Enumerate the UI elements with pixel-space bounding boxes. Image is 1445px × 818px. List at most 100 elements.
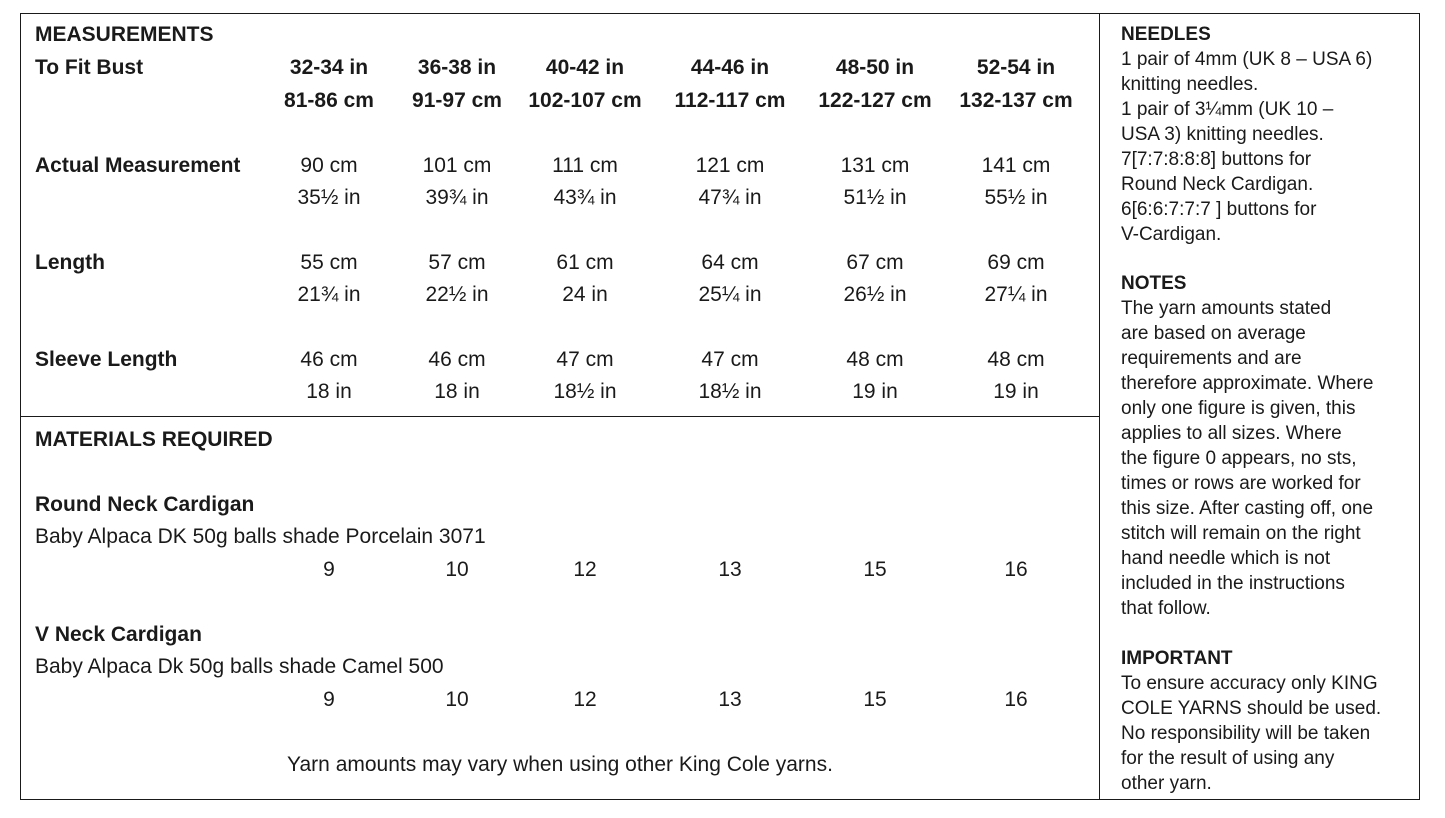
measurement-cm-value: 46 cm	[300, 348, 358, 371]
size-in-header: 36-38 in	[417, 56, 497, 79]
important-line: for the result of using any	[1121, 748, 1335, 769]
measurement-in-value: 25¼ in	[698, 283, 762, 306]
measurement-label: Sleeve Length	[35, 348, 178, 371]
measurement-cm-value: 46 cm	[428, 348, 486, 371]
notes-line: that follow.	[1121, 598, 1211, 619]
measurement-cm-value: 64 cm	[701, 251, 759, 274]
ball-count: 16	[1004, 558, 1028, 581]
measurement-in-value: 27¼ in	[984, 283, 1048, 306]
measurement-in-value: 39¾ in	[425, 186, 489, 209]
measurement-label: Actual Measurement	[35, 154, 241, 177]
needles-line: 1 pair of 4mm (UK 8 – USA 6)	[1121, 49, 1373, 70]
measurement-in-value: 19 in	[852, 380, 898, 403]
notes-line: only one figure is given, this	[1121, 398, 1356, 419]
ball-count: 13	[718, 558, 742, 581]
measurement-cm-value: 67 cm	[846, 251, 904, 274]
measurement-in-value: 35½ in	[297, 186, 361, 209]
material-title: Round Neck Cardigan	[35, 493, 255, 516]
measurement-cm-value: 55 cm	[300, 251, 358, 274]
measurement-in-value: 21¾ in	[297, 283, 361, 306]
size-in-header: 44-46 in	[690, 56, 770, 79]
measurement-cm-value: 131 cm	[840, 154, 910, 177]
ball-count: 10	[445, 558, 469, 581]
measurement-in-value: 43¾ in	[553, 186, 617, 209]
needles-line: 6[6:6:7:7:7 ] buttons for	[1121, 199, 1317, 220]
yarn-footnote: Yarn amounts may vary when using other K…	[287, 753, 833, 776]
notes-line: stitch will remain on the right	[1121, 523, 1361, 544]
measurement-cm-value: 90 cm	[300, 154, 358, 177]
material-yarn: Baby Alpaca DK 50g balls shade Porcelain…	[35, 525, 486, 548]
measurement-label: Length	[35, 251, 105, 274]
important-line: other yarn.	[1121, 773, 1212, 794]
notes-line: included in the instructions	[1121, 573, 1345, 594]
measurements-heading: MEASUREMENTS	[35, 23, 214, 46]
notes-heading: NOTES	[1121, 273, 1187, 294]
notes-line: requirements and are	[1121, 348, 1302, 369]
measurement-cm-value: 57 cm	[428, 251, 486, 274]
notes-line: times or rows are worked for	[1121, 473, 1361, 494]
needles-line: V-Cardigan.	[1121, 224, 1222, 245]
fit-bust-label: To Fit Bust	[35, 56, 144, 79]
size-cm-header: 102-107 cm	[528, 89, 642, 112]
notes-line: The yarn amounts stated	[1121, 298, 1332, 319]
measurement-in-value: 18 in	[306, 380, 352, 403]
ball-count: 12	[573, 558, 597, 581]
measurement-cm-value: 69 cm	[987, 251, 1045, 274]
measurement-in-value: 19 in	[993, 380, 1039, 403]
material-title: V Neck Cardigan	[35, 623, 202, 646]
measurement-cm-value: 48 cm	[987, 348, 1045, 371]
important-line: To ensure accuracy only KING	[1121, 673, 1378, 694]
measurement-in-value: 22½ in	[425, 283, 489, 306]
needles-line: 1 pair of 3¼mm (UK 10 –	[1121, 99, 1334, 120]
important-block: IMPORTANT To ensure accuracy only KING COL…	[1121, 646, 1417, 796]
materials-heading: MATERIALS REQUIRED	[35, 428, 273, 451]
ball-count: 15	[863, 558, 887, 581]
measurement-cm-value: 121 cm	[695, 154, 765, 177]
notes-line: therefore approximate. Where	[1121, 373, 1374, 394]
section-divider	[20, 416, 1100, 417]
needles-line: knitting needles.	[1121, 74, 1259, 95]
measurement-cm-value: 48 cm	[846, 348, 904, 371]
needles-line: 7[7:7:8:8:8] buttons for	[1121, 149, 1312, 170]
size-cm-header: 122-127 cm	[818, 89, 932, 112]
measurement-in-value: 26½ in	[843, 283, 907, 306]
notes-line: the figure 0 appears, no sts,	[1121, 448, 1357, 469]
measurement-cm-value: 61 cm	[556, 251, 614, 274]
size-in-header: 32-34 in	[289, 56, 369, 79]
needles-block: NEEDLES 1 pair of 4mm (UK 8 – USA 6) knitt…	[1121, 22, 1417, 247]
size-in-header: 52-54 in	[976, 56, 1056, 79]
measurement-in-value: 18 in	[434, 380, 480, 403]
column-divider	[1099, 13, 1100, 800]
size-cm-header: 132-137 cm	[959, 89, 1073, 112]
size-cm-header: 81-86 cm	[284, 89, 374, 112]
needles-line: USA 3) knitting needles.	[1121, 124, 1324, 145]
measurement-cm-value: 141 cm	[981, 154, 1051, 177]
ball-count: 12	[573, 688, 597, 711]
ball-count: 13	[718, 688, 742, 711]
measurement-cm-value: 47 cm	[556, 348, 614, 371]
notes-line: applies to all sizes. Where	[1121, 423, 1342, 444]
measurement-in-value: 18½ in	[698, 380, 762, 403]
measurement-in-value: 51½ in	[843, 186, 907, 209]
measurement-in-value: 55½ in	[984, 186, 1048, 209]
document-frame	[20, 13, 1420, 800]
measurement-in-value: 47¾ in	[698, 186, 762, 209]
ball-count: 15	[863, 688, 887, 711]
ball-count: 16	[1004, 688, 1028, 711]
size-in-header: 40-42 in	[545, 56, 625, 79]
material-yarn: Baby Alpaca Dk 50g balls shade Camel 500	[35, 655, 444, 678]
needles-heading: NEEDLES	[1121, 24, 1211, 45]
notes-line: this size. After casting off, one	[1121, 498, 1374, 519]
ball-count: 10	[445, 688, 469, 711]
important-line: COLE YARNS should be used.	[1121, 698, 1382, 719]
measurement-cm-value: 47 cm	[701, 348, 759, 371]
notes-block: NOTES The yarn amounts stated are based on…	[1121, 271, 1417, 621]
measurement-in-value: 18½ in	[553, 380, 617, 403]
measurement-cm-value: 101 cm	[422, 154, 492, 177]
size-cm-header: 112-117 cm	[674, 89, 786, 112]
size-cm-header: 91-97 cm	[412, 89, 502, 112]
important-heading: IMPORTANT	[1121, 648, 1233, 669]
notes-line: are based on average	[1121, 323, 1306, 344]
notes-line: hand needle which is not	[1121, 548, 1331, 569]
size-in-header: 48-50 in	[835, 56, 915, 79]
